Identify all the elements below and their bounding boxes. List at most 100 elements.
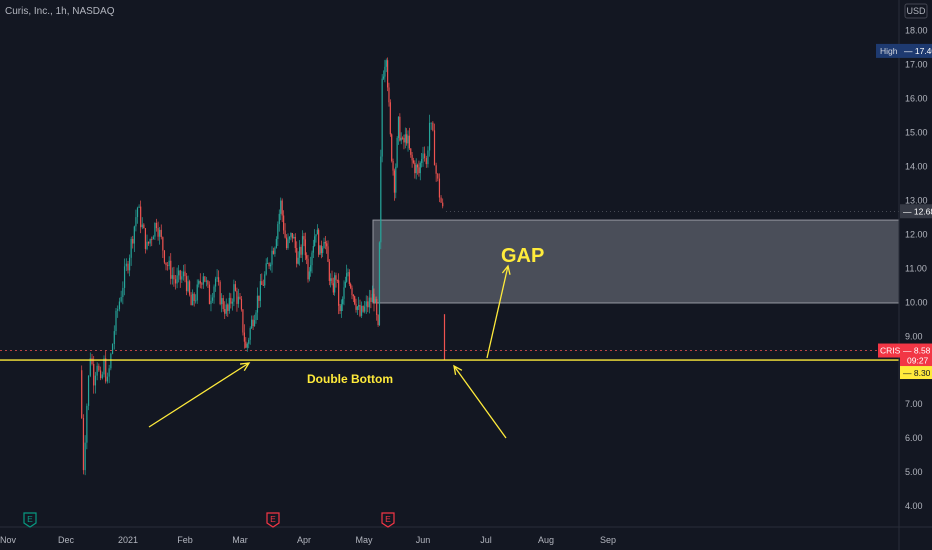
candle-body	[315, 234, 317, 237]
candle-body	[91, 358, 93, 365]
candle-body	[190, 294, 192, 306]
candle-body	[262, 284, 264, 286]
double-bottom-label: Double Bottom	[307, 372, 393, 386]
candle-body	[166, 265, 169, 267]
y-tick-label: 11.00	[905, 263, 927, 273]
candle-body	[269, 264, 272, 267]
candle-body	[152, 236, 154, 240]
candle-body	[245, 341, 247, 348]
candle-body	[380, 156, 382, 243]
candle-body	[327, 246, 329, 262]
candle-body	[316, 229, 318, 235]
candle-body	[138, 206, 140, 208]
candle-body	[285, 237, 288, 249]
candle-body	[127, 263, 129, 271]
candle-body	[307, 258, 309, 280]
candle-body	[303, 236, 305, 240]
candle-body	[422, 153, 424, 159]
candle-body	[87, 375, 90, 406]
x-tick-label: Mar	[232, 535, 248, 545]
candle-body	[147, 241, 150, 244]
candle-body	[89, 358, 91, 376]
candle-body	[306, 255, 308, 259]
earnings-marker[interactable]: E	[381, 512, 395, 528]
x-tick-label: Feb	[177, 535, 193, 545]
last-price-badge: — 12.68	[900, 204, 932, 219]
candle-body	[84, 442, 86, 471]
earnings-letter: E	[270, 514, 276, 524]
candle-body	[168, 260, 170, 267]
candle-body	[421, 158, 423, 163]
candle-body	[407, 135, 409, 144]
candle-body	[213, 286, 215, 298]
high-value: — 17.40	[904, 46, 932, 56]
candle-body	[237, 296, 240, 304]
candle-body	[251, 319, 253, 329]
time-axis[interactable]: Nov Dec 2021 Feb Mar Apr May Jun Jul Aug Sep	[0, 535, 616, 545]
y-tick-label: 17.00	[905, 60, 928, 70]
candle-body	[299, 246, 301, 258]
candle-body	[133, 226, 135, 244]
candle-body	[350, 283, 352, 288]
earnings-marker[interactable]: E	[23, 512, 37, 528]
high-label: High	[880, 46, 898, 56]
currency-button[interactable]: USD	[904, 3, 928, 19]
candle-body	[140, 206, 142, 228]
candle-body	[340, 304, 342, 312]
candle-body	[287, 239, 289, 249]
candle-body	[382, 76, 385, 79]
candle-body	[159, 229, 161, 237]
candle-body	[171, 275, 173, 279]
candle-body	[294, 236, 296, 248]
candle-body	[123, 266, 126, 288]
candle-body	[130, 238, 132, 258]
candle-body	[230, 297, 232, 304]
candle-body	[319, 245, 321, 255]
symbol-price: — 8.58	[903, 346, 931, 356]
candle-body	[227, 304, 229, 311]
candle-body	[242, 309, 244, 333]
candle-body	[437, 173, 439, 179]
candle-body	[322, 248, 324, 254]
candle-body	[384, 66, 386, 77]
candle-body	[368, 297, 370, 308]
candle-body	[284, 230, 286, 238]
candle-body	[312, 246, 314, 253]
candle-body	[120, 297, 122, 302]
candle-body	[391, 134, 393, 161]
candle-body	[415, 164, 417, 174]
candle-body	[332, 283, 334, 293]
candle-body	[255, 312, 257, 321]
candle-body	[403, 138, 405, 143]
candle-body	[236, 290, 238, 304]
candle-body	[162, 237, 164, 251]
candle-body	[274, 247, 276, 254]
candle-body	[278, 213, 280, 225]
candle-body	[433, 130, 436, 166]
candle-body	[378, 242, 381, 326]
candle-body	[410, 148, 412, 155]
candle-body	[360, 305, 363, 316]
candle-body	[122, 287, 124, 298]
earnings-marker[interactable]: E	[266, 512, 280, 528]
candle-body	[174, 279, 177, 284]
candle-body	[199, 280, 201, 284]
candle-body	[271, 250, 273, 265]
candle-body	[96, 365, 98, 376]
x-tick-label: Apr	[297, 535, 311, 545]
candle-body	[297, 257, 299, 264]
candle-body	[243, 332, 245, 342]
candle-body	[397, 116, 400, 138]
x-tick-label: May	[355, 535, 373, 545]
candle-body	[356, 306, 358, 310]
candle-body	[351, 287, 353, 295]
candle-body	[108, 368, 110, 377]
candle-body	[367, 301, 369, 308]
y-tick-label: 15.00	[905, 127, 928, 137]
candle-body	[170, 260, 172, 279]
candle-body	[318, 229, 320, 255]
